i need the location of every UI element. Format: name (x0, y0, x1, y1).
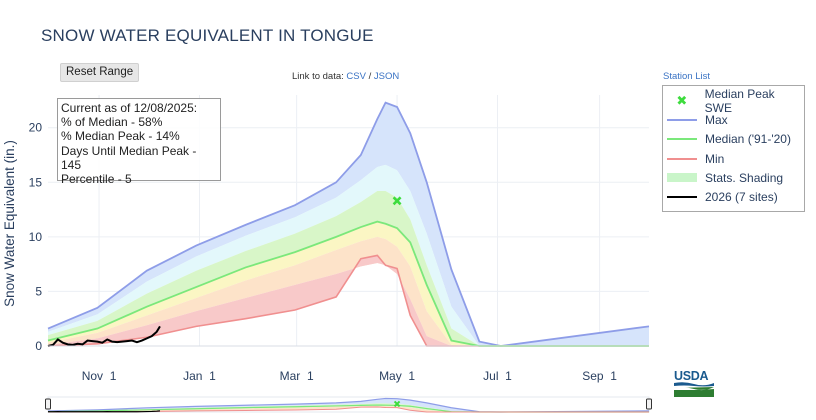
data-links-prefix: Link to data: (292, 71, 347, 82)
csv-link[interactable]: CSV (346, 71, 366, 82)
median-peak-marker (392, 196, 402, 206)
chart-legend: ✖ Median Peak SWE Max Median ('91-'20) Min St… (662, 85, 805, 212)
x-tick-label-5: Sep 1 (582, 369, 617, 383)
band-10-30 (48, 236, 649, 346)
status-percentile: Percentile - 5 (61, 172, 132, 187)
band-median-70 (48, 191, 649, 346)
percentile-bands (48, 102, 649, 346)
band-70-90 (48, 164, 649, 346)
legend-item-4[interactable]: Stats. Shading (667, 168, 804, 187)
usda-logo-text: USDA (674, 369, 708, 383)
legend-item-1[interactable]: Max (667, 110, 804, 129)
mini-min-line (47, 406, 649, 413)
x-tick-label-2: Mar 1 (280, 369, 314, 383)
reset-range-button[interactable]: Reset Range (60, 63, 140, 82)
y-tick-label-1: 5 (35, 284, 42, 298)
status-box: Current as of 12/08/2025: % of Median - … (57, 98, 221, 186)
x-tick-label-4: Jul 1 (483, 369, 512, 383)
legend-item-2[interactable]: Median ('91-'20) (667, 130, 804, 149)
x-tick-label-1: Jan 1 (183, 369, 216, 383)
y-axis-label: Snow Water Equivalent (in.) (2, 140, 17, 307)
legend-swatch-1 (667, 114, 697, 126)
current-2026-line (47, 325, 161, 347)
legend-label-2: Median ('91-'20) (705, 132, 791, 147)
data-links-separator: / (365, 71, 374, 82)
range-handle-left[interactable] (45, 398, 51, 410)
range-handle-right[interactable] (646, 398, 652, 410)
legend-swatch-5 (667, 191, 697, 203)
legend-swatch-4 (667, 172, 697, 184)
legend-label-4: Stats. Shading (705, 170, 784, 185)
y-tick-label-2: 10 (29, 230, 43, 244)
y-tick-label-4: 20 (29, 121, 43, 135)
x-tick-label-3: May 1 (379, 369, 415, 383)
legend-item-0[interactable]: ✖ Median Peak SWE (667, 87, 804, 115)
legend-swatch-2 (667, 133, 697, 145)
data-links: Link to data: CSV / JSON (292, 71, 399, 82)
status-days-until-peak: Days Until Median Peak - 145 (61, 143, 197, 172)
usda-logo: USDA (674, 369, 714, 397)
status-pct-median-peak: % Median Peak - 14% (61, 129, 180, 144)
band-min-10 (48, 255, 649, 346)
chart-title: SNOW WATER EQUIVALENT IN TONGUE (41, 26, 374, 45)
legend-label-3: Min (705, 151, 725, 166)
json-link[interactable]: JSON (373, 71, 400, 82)
range-slider[interactable] (45, 396, 652, 413)
mini-max-line (47, 397, 650, 413)
legend-label-0: Median Peak SWE (704, 86, 775, 115)
status-pct-median: % of Median - 58% (61, 115, 163, 130)
legend-item-3[interactable]: Min (667, 149, 804, 168)
median-peak-x (392, 196, 402, 206)
max-line (47, 101, 650, 347)
y-tick-label-3: 15 (29, 175, 43, 189)
median-line (47, 220, 649, 347)
status-current-as-of: Current as of 12/08/2025: (61, 101, 198, 115)
legend-swatch-0: ✖ (676, 92, 688, 108)
legend-swatch-3 (667, 153, 697, 165)
legend-label-5: 2026 (7 sites) (705, 190, 778, 205)
y-tick-label-0: 0 (35, 339, 42, 353)
station-list-link[interactable]: Station List (663, 71, 710, 82)
legend-item-5[interactable]: 2026 (7 sites) (667, 187, 804, 206)
legend-label-1: Max (705, 112, 728, 127)
mini-median-peak-marker (393, 400, 401, 408)
axes: 0 5 10 15 20 Nov 1 Jan 1 Mar 1 May 1 Jul 1 Sep 1 Sn… (2, 121, 649, 383)
mini-current-line (48, 410, 161, 413)
x-tick-label-0: Nov 1 (82, 369, 117, 383)
